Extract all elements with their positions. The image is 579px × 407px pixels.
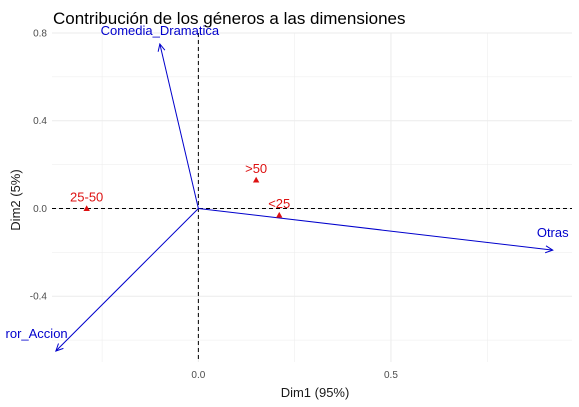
variable-label: ror_Accion	[6, 326, 68, 341]
reference-lines	[52, 33, 572, 362]
category-point	[252, 176, 260, 183]
y-tick-label: 0.4	[33, 116, 47, 127]
category-point	[83, 205, 90, 212]
x-tick-label: 0.0	[191, 370, 205, 381]
variable-label: Comedia_Dramatica	[101, 23, 220, 38]
variable-arrow	[159, 43, 199, 209]
variable-label: Otras	[537, 225, 569, 240]
x-axis-label: Dim1 (95%)	[281, 385, 350, 400]
y-tick-label: 0.8	[33, 29, 47, 40]
category-label: >50	[245, 161, 267, 176]
y-tick-label: 0.0	[33, 204, 47, 215]
y-axis-label: Dim2 (5%)	[8, 169, 23, 230]
variable-arrow	[55, 208, 199, 352]
arrow-head	[55, 343, 64, 352]
variable-arrow	[198, 207, 553, 251]
category-label: <25	[268, 196, 290, 211]
category-points: >50 <25 25-50	[70, 161, 290, 218]
variable-arrows: Comedia_Dramatica Otras ror_Accion	[6, 23, 569, 352]
arrow-head	[545, 245, 554, 254]
category-point	[276, 211, 283, 218]
arrow-head	[157, 42, 166, 52]
category-label: 25-50	[70, 189, 103, 204]
axis-ticks: 0.0 0.5 -0.4 0.0 0.4 0.8	[30, 29, 399, 382]
x-tick-label: 0.5	[384, 370, 398, 381]
y-tick-label: -0.4	[30, 292, 48, 303]
grid	[52, 32, 572, 362]
chart-title: Contribución de los géneros a las dimens…	[53, 9, 405, 28]
